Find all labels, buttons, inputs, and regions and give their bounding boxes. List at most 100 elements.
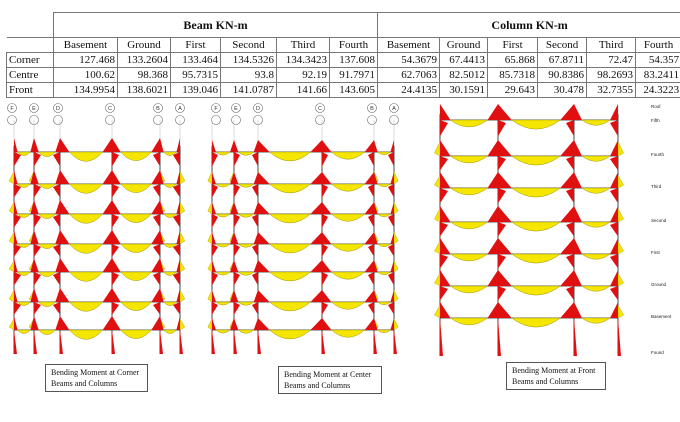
positive-moment-region — [377, 271, 391, 275]
positive-moment-region — [215, 183, 231, 188]
positive-moment-region — [511, 187, 561, 198]
positive-moment-region — [68, 213, 104, 224]
column-moment-region — [212, 152, 218, 167]
grid-bubble — [253, 103, 263, 113]
column-moment-region — [34, 184, 41, 198]
positive-moment-region — [38, 243, 56, 249]
grid-bubble-label: E — [234, 106, 238, 112]
negative-moment-region — [234, 140, 239, 152]
beam-moment-cell: 100.62 — [53, 67, 118, 83]
story-label: Found — [651, 350, 664, 355]
story-label: Roof — [651, 104, 661, 109]
negative-moment-region — [322, 140, 332, 152]
base-moment-region — [322, 330, 325, 354]
positive-moment-region — [68, 243, 104, 254]
negative-moment-region — [498, 140, 512, 156]
positive-moment-region — [268, 213, 312, 224]
column-moment-region — [393, 318, 399, 331]
column-moment-region — [14, 272, 21, 286]
column-col-header: Third — [586, 37, 637, 53]
grid-bubble-label: C — [108, 106, 112, 112]
grid-bubble — [367, 115, 377, 125]
caption-corner-line1: Bending Moment at Corner — [51, 368, 140, 377]
row-label: Corner — [6, 52, 54, 68]
negative-moment-region — [55, 170, 60, 184]
negative-moment-region — [440, 238, 451, 254]
positive-moment-region — [237, 243, 255, 248]
beam-moment-cell: 134.5326 — [220, 52, 277, 68]
column-moment-region — [112, 214, 119, 228]
negative-moment-region — [112, 288, 121, 302]
negative-moment-region — [151, 258, 160, 272]
positive-moment-region — [330, 151, 366, 160]
column-moment-region — [617, 141, 624, 157]
negative-moment-region — [234, 318, 239, 330]
column-moment-region — [252, 302, 258, 315]
negative-moment-region — [253, 172, 258, 184]
base-moment-region — [498, 318, 501, 356]
negative-moment-region — [30, 288, 34, 302]
negative-moment-region — [560, 302, 574, 318]
grid-bubble — [105, 103, 115, 113]
base-moment-region — [60, 330, 63, 354]
negative-moment-region — [440, 140, 451, 156]
negative-moment-region — [212, 260, 216, 272]
positive-moment-region — [330, 243, 366, 252]
base-moment-region — [160, 330, 163, 354]
positive-moment-region — [511, 285, 561, 296]
positive-moment-region — [120, 329, 152, 339]
positive-moment-region — [38, 301, 56, 307]
column-moment-cell: 54.3679 — [377, 52, 441, 68]
negative-moment-region — [55, 288, 60, 302]
positive-moment-region — [120, 271, 152, 281]
column-moment-region — [212, 244, 218, 257]
negative-moment-region — [498, 172, 512, 188]
positive-moment-region — [215, 271, 231, 276]
beam-moment-cell: 134.9954 — [53, 82, 118, 98]
negative-moment-region — [322, 232, 332, 244]
negative-moment-region — [487, 172, 498, 188]
negative-moment-region — [112, 170, 121, 184]
column-moment-region — [234, 272, 240, 286]
beam-moment-cell: 127.468 — [53, 52, 118, 68]
negative-moment-region — [60, 230, 70, 244]
positive-moment-region — [377, 301, 391, 305]
positive-moment-region — [511, 253, 561, 264]
negative-moment-region — [160, 138, 164, 152]
positive-moment-region — [68, 151, 104, 162]
positive-moment-region — [511, 155, 561, 166]
negative-moment-region — [390, 172, 394, 184]
column-moment-cell: 32.7355 — [586, 82, 637, 98]
grid-bubble — [29, 103, 39, 113]
column-moment-region — [112, 152, 119, 167]
positive-moment-region — [377, 151, 391, 155]
base-moment-region — [574, 318, 577, 356]
negative-moment-region — [112, 316, 121, 330]
column-moment-region — [566, 188, 574, 204]
positive-moment-region — [38, 213, 56, 219]
negative-moment-region — [176, 200, 180, 214]
column-moment-region — [212, 214, 218, 228]
column-moment-region — [173, 214, 180, 228]
column-moment-region — [34, 214, 41, 228]
base-moment-region — [112, 330, 115, 354]
column-moment-region — [566, 222, 574, 237]
grid-bubble-label: C — [318, 106, 322, 112]
caption-corner: Bending Moment at Corner Beams and Colum… — [45, 364, 148, 392]
negative-moment-region — [212, 290, 216, 302]
negative-moment-region — [498, 104, 512, 120]
negative-moment-region — [230, 232, 234, 244]
positive-moment-region — [581, 317, 611, 324]
story-label: Second — [651, 218, 667, 223]
negative-moment-region — [610, 104, 618, 120]
table-row: Front 134.9954 138.6021 139.046 141.0787 141.… — [6, 82, 680, 98]
negative-moment-region — [390, 202, 394, 214]
column-moment-region — [252, 244, 258, 257]
positive-moment-region — [268, 151, 312, 162]
positive-moment-region — [330, 183, 366, 192]
beam-moment-cell: 91.7971 — [328, 67, 379, 83]
positive-moment-region — [17, 243, 31, 248]
negative-moment-region — [30, 138, 34, 152]
column-moment-cell: 62.7063 — [377, 67, 441, 83]
negative-moment-region — [253, 140, 258, 152]
